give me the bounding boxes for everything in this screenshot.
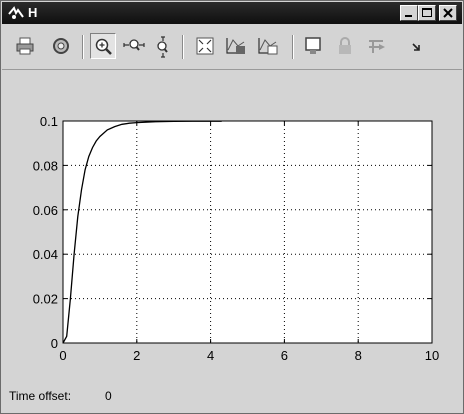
zoom-in-icon: [95, 38, 112, 55]
plot-area: [62, 120, 433, 344]
maximize-button[interactable]: [418, 5, 436, 21]
zoom-x-button[interactable]: [120, 33, 146, 59]
time-offset-label: Time offset:: [9, 389, 72, 403]
print-icon: [16, 37, 34, 55]
zoom-y-icon: [157, 36, 168, 58]
x-tick-label: 10: [425, 348, 439, 363]
y-tick-label: 0.06: [33, 203, 58, 218]
toolbar-separator: [292, 35, 294, 59]
title-bar[interactable]: H: [2, 2, 462, 24]
lock-button[interactable]: [332, 33, 358, 59]
x-tick-label: 4: [207, 348, 214, 363]
close-button[interactable]: [439, 5, 457, 21]
print-button[interactable]: [12, 33, 38, 59]
close-icon: [443, 8, 453, 18]
time-offset-value: 0: [105, 389, 112, 403]
status-footer: Time offset: 0: [1, 385, 464, 409]
y-tick-label: 0.08: [33, 158, 58, 173]
floating-scope-icon: [305, 37, 321, 54]
restore-axes-icon: [258, 38, 278, 55]
zoom-button[interactable]: [90, 33, 116, 59]
y-tick-label: 0.02: [33, 292, 58, 307]
save-axes-icon: [226, 38, 245, 54]
parameters-button[interactable]: [48, 33, 74, 59]
plot-svg: 0 2 4 6 8 10 0 0.02 0.04 0.06 0.08 0.1: [33, 114, 440, 363]
x-tick-label: 6: [281, 348, 288, 363]
floating-scope-button[interactable]: [300, 33, 326, 59]
gear-icon: [53, 38, 69, 54]
restore-axes-button[interactable]: [254, 33, 280, 59]
x-tick-label: 8: [355, 348, 362, 363]
window-title: H: [28, 5, 38, 20]
x-tick-label: 2: [133, 348, 140, 363]
x-tick-label: 0: [59, 348, 66, 363]
toolbar: [2, 25, 462, 70]
save-axes-button[interactable]: [222, 33, 248, 59]
y-tick-label: 0.04: [33, 247, 58, 262]
minimize-icon: [405, 15, 412, 17]
signal-selection-icon: [369, 40, 385, 53]
zoom-y-button[interactable]: [150, 33, 176, 59]
minimize-button[interactable]: [400, 5, 418, 21]
series-line: [62, 120, 222, 344]
zoom-x-icon: [123, 39, 145, 51]
scope-app-icon: [8, 6, 24, 19]
autoscale-icon: [196, 37, 214, 55]
maximize-icon: [422, 8, 432, 17]
lock-icon: [339, 37, 351, 54]
more-toolbar-button[interactable]: [402, 33, 428, 59]
toolbar-separator: [182, 35, 184, 59]
toolbar-separator: [82, 35, 84, 59]
scope-plot[interactable]: 0 2 4 6 8 10 0 0.02 0.04 0.06 0.08 0.1: [1, 71, 464, 381]
y-tick-label: 0: [51, 336, 58, 351]
more-arrow-icon: [412, 43, 420, 51]
signal-selection-button[interactable]: [364, 33, 390, 59]
y-tick-label: 0.1: [40, 114, 58, 129]
autoscale-button[interactable]: [192, 33, 218, 59]
